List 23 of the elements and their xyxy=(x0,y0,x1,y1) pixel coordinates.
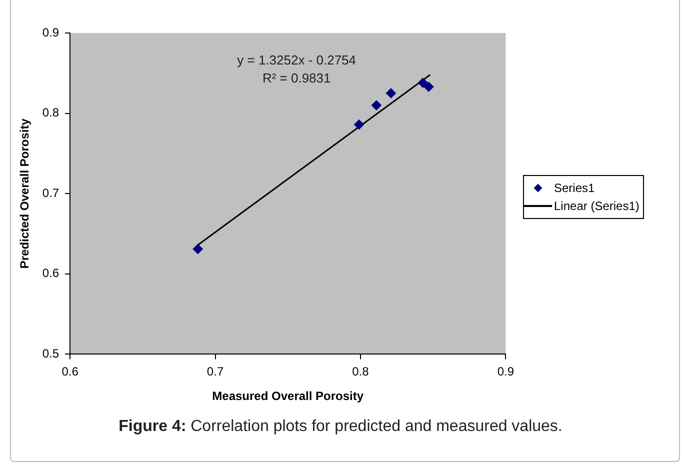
point xyxy=(192,244,203,254)
annotation: y = 1.3252x - 0.2754 xyxy=(237,52,356,68)
point xyxy=(371,100,382,110)
x-tick-label: 0.7 xyxy=(206,364,224,379)
y-tick-label: 0.5 xyxy=(42,346,60,361)
legend-label: Series1 xyxy=(554,181,595,195)
legend-label: Linear (Series1) xyxy=(554,199,640,213)
y-tick-label: 0.6 xyxy=(42,266,60,280)
y-tick-label: 0.9 xyxy=(42,25,60,40)
point xyxy=(424,82,434,92)
x-axis-title: Measured Overall Porosity xyxy=(212,389,364,404)
x-tick-label: 0.9 xyxy=(497,364,514,379)
point xyxy=(354,120,364,130)
x-tick-label: 0.8 xyxy=(352,364,370,379)
y-tick-label: 0.8 xyxy=(42,106,60,120)
y-tick-label: 0.7 xyxy=(42,186,60,200)
point xyxy=(418,78,428,88)
x-tick-label: 0.6 xyxy=(62,364,79,379)
point xyxy=(386,88,396,98)
annotation: R² = 0.9831 xyxy=(262,70,331,86)
text: Correlation plots for predicted and measured values. xyxy=(190,418,562,435)
caption: Figure 4: xyxy=(118,418,186,435)
y-axis-title: Predicted Overall Porosity xyxy=(18,118,32,269)
